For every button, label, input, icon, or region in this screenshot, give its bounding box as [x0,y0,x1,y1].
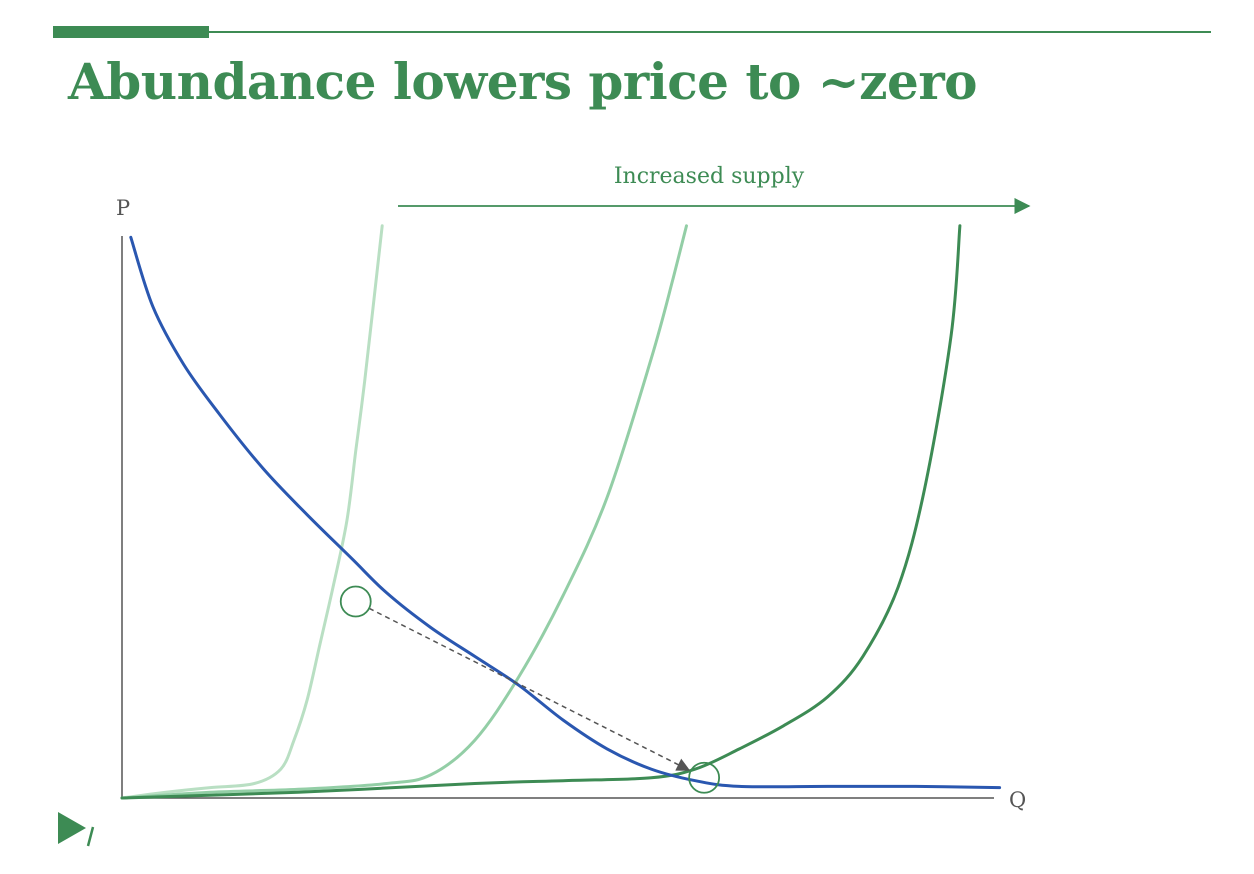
play-slash-logo-icon [58,812,95,847]
equilibrium-marker-initial [339,585,372,618]
supply-curve-shifted [120,224,688,800]
y-axis-label: P [116,196,130,220]
header-rule [209,31,1211,33]
demand-curve [129,235,1002,790]
x-axis-label: Q [1009,788,1026,812]
increased-supply-label: Increased supply [614,164,805,189]
supply-curve-abundant [120,224,962,800]
equilibrium-marker-final [688,761,721,794]
slide-title: Abundance lowers price to ~zero [68,52,978,111]
header-accent-bar [53,26,209,38]
equilibrium-shift-arrow [368,607,691,771]
supply-curve-initial [120,224,384,800]
